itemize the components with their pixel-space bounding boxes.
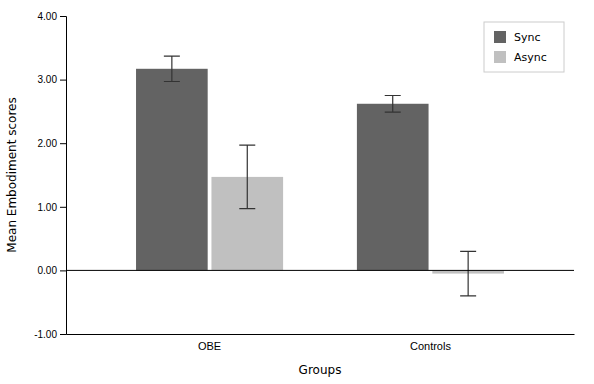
legend-label: Async: [514, 51, 547, 64]
y-tick-label: 2.00: [38, 138, 58, 149]
x-axis: OBE Controls: [67, 334, 575, 352]
error-bar: [460, 251, 476, 296]
y-tick-label: -1.00: [34, 329, 57, 340]
y-tick-mark: [60, 270, 66, 271]
error-bar: [385, 96, 401, 113]
y-tick: 2.00: [38, 138, 66, 149]
legend-label: Sync: [514, 31, 541, 44]
y-tick: 3.00: [38, 74, 66, 85]
plot: -1.00 0.00 1.00 2.00 3.00 4.00 OBE Controls Sync…: [34, 11, 574, 352]
legend-swatch: [494, 51, 506, 63]
error-bar: [239, 145, 255, 209]
series: [211, 145, 504, 296]
y-tick-label: 3.00: [38, 74, 58, 85]
y-tick-mark: [60, 143, 66, 144]
x-axis-line: [67, 334, 575, 335]
legend: Sync Async: [484, 22, 564, 72]
x-tick: OBE: [198, 334, 221, 352]
error-bar: [164, 56, 180, 81]
y-tick-label: 0.00: [38, 265, 58, 276]
bar: [136, 69, 208, 271]
y-axis: -1.00 0.00 1.00 2.00 3.00 4.00: [34, 11, 66, 340]
y-tick: -1.00: [34, 329, 66, 340]
y-tick-label: 1.00: [38, 202, 58, 213]
legend-frame: [484, 22, 564, 72]
bars: [136, 56, 504, 296]
bar: [357, 104, 429, 271]
y-axis-title: Mean Embodiment scores: [5, 97, 19, 252]
y-tick: 4.00: [38, 11, 66, 22]
y-tick-mark: [60, 334, 66, 335]
y-tick-label: 4.00: [38, 11, 58, 22]
legend-item: Async: [494, 51, 547, 64]
legend-swatch: [494, 31, 506, 43]
y-tick-mark: [60, 16, 66, 17]
x-tick-label: OBE: [198, 340, 221, 352]
y-tick-mark: [60, 80, 66, 81]
y-tick: 1.00: [38, 202, 66, 213]
legend-item: Sync: [494, 31, 541, 44]
y-tick: 0.00: [38, 265, 66, 276]
x-axis-title: Groups: [299, 363, 342, 377]
series: [136, 56, 429, 270]
y-tick-mark: [60, 207, 66, 208]
x-tick-label: Controls: [410, 340, 451, 352]
x-tick: Controls: [410, 334, 451, 352]
y-axis-line: [60, 17, 67, 335]
chart: -1.00 0.00 1.00 2.00 3.00 4.00 OBE Controls Sync…: [0, 0, 594, 384]
baseline: [66, 270, 574, 271]
